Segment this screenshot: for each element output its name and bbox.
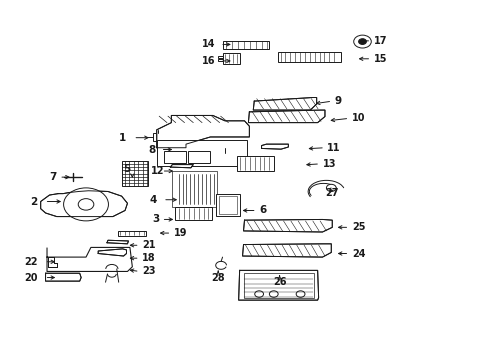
Polygon shape xyxy=(253,98,316,110)
Circle shape xyxy=(63,188,108,221)
Bar xyxy=(217,55,222,58)
Polygon shape xyxy=(261,144,288,149)
Circle shape xyxy=(72,194,100,215)
Text: 19: 19 xyxy=(173,228,187,238)
Bar xyxy=(172,171,217,207)
Text: 26: 26 xyxy=(272,277,286,287)
Bar xyxy=(277,51,340,62)
Circle shape xyxy=(269,291,278,297)
Text: 6: 6 xyxy=(259,206,266,216)
Text: 21: 21 xyxy=(142,240,155,250)
Circle shape xyxy=(254,291,263,297)
Text: 5: 5 xyxy=(122,164,130,174)
Polygon shape xyxy=(243,220,331,232)
Bar xyxy=(243,273,314,298)
Text: 28: 28 xyxy=(211,273,224,283)
Text: 14: 14 xyxy=(202,40,215,49)
Bar xyxy=(222,41,268,49)
Text: 11: 11 xyxy=(327,143,340,153)
Text: 3: 3 xyxy=(152,215,159,224)
Polygon shape xyxy=(242,244,330,257)
Polygon shape xyxy=(45,273,81,281)
Bar xyxy=(122,161,148,186)
Text: 17: 17 xyxy=(373,36,386,46)
Bar xyxy=(188,151,210,163)
Text: 15: 15 xyxy=(373,54,386,64)
Circle shape xyxy=(353,35,370,48)
Text: 24: 24 xyxy=(351,248,365,258)
Text: 12: 12 xyxy=(150,166,163,176)
Polygon shape xyxy=(157,116,249,148)
Bar xyxy=(153,134,162,140)
Circle shape xyxy=(296,291,305,297)
Bar xyxy=(163,151,185,163)
Bar xyxy=(175,173,214,205)
Text: 22: 22 xyxy=(24,257,37,267)
Bar xyxy=(217,59,222,61)
Text: 18: 18 xyxy=(142,253,155,263)
Circle shape xyxy=(358,39,366,44)
Text: 8: 8 xyxy=(148,144,155,154)
Text: 7: 7 xyxy=(49,172,57,182)
Circle shape xyxy=(78,199,94,210)
Polygon shape xyxy=(248,110,325,123)
Text: 1: 1 xyxy=(119,133,126,143)
Polygon shape xyxy=(48,257,57,267)
Circle shape xyxy=(69,192,102,217)
Bar xyxy=(218,196,237,214)
Text: 27: 27 xyxy=(325,188,338,198)
Bar xyxy=(118,230,146,235)
Bar xyxy=(157,140,246,166)
Polygon shape xyxy=(98,249,126,256)
Text: 16: 16 xyxy=(202,56,215,66)
Bar xyxy=(216,194,239,216)
Text: 2: 2 xyxy=(30,197,37,207)
Text: 10: 10 xyxy=(351,113,365,123)
Text: 20: 20 xyxy=(24,273,37,283)
Text: 25: 25 xyxy=(351,222,365,232)
Bar xyxy=(222,53,239,64)
Polygon shape xyxy=(170,165,193,168)
Polygon shape xyxy=(107,240,128,244)
Bar xyxy=(175,207,211,220)
Polygon shape xyxy=(41,191,127,217)
Text: 4: 4 xyxy=(149,195,157,205)
Polygon shape xyxy=(238,270,318,300)
Bar xyxy=(237,156,273,171)
Circle shape xyxy=(66,190,105,219)
Text: 23: 23 xyxy=(142,266,155,276)
Circle shape xyxy=(326,184,335,192)
Text: 9: 9 xyxy=(334,96,341,106)
Text: 13: 13 xyxy=(322,159,335,169)
